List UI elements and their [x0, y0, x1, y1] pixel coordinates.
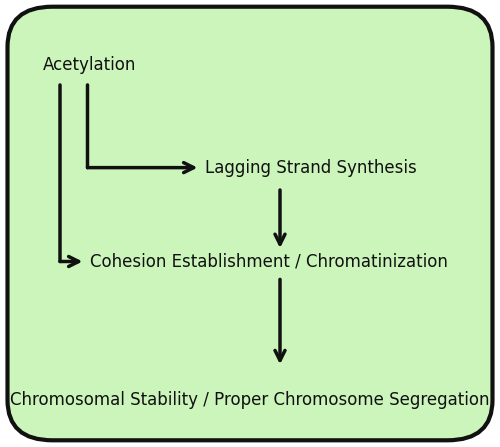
Text: Chromosomal Stability / Proper Chromosome Segregation: Chromosomal Stability / Proper Chromosom…: [10, 391, 490, 409]
Text: Cohesion Establishment / Chromatinization: Cohesion Establishment / Chromatinizatio…: [90, 253, 448, 270]
FancyBboxPatch shape: [8, 7, 492, 440]
Text: Lagging Strand Synthesis: Lagging Strand Synthesis: [205, 159, 417, 177]
Text: Acetylation: Acetylation: [42, 56, 136, 74]
